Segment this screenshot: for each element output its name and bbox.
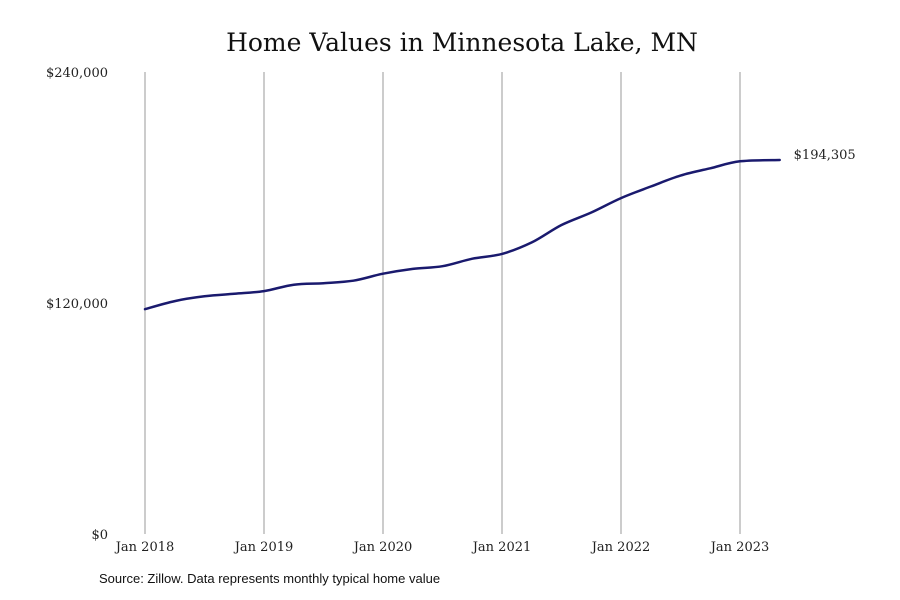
chart-title: Home Values in Minnesota Lake, MN xyxy=(226,28,698,57)
data-point xyxy=(501,253,503,255)
axis-labels: Jan 2018 Jan 2019 Jan 2020 Jan 2021 Jan 2022… xyxy=(46,66,769,555)
data-point xyxy=(173,300,176,302)
data-point xyxy=(144,308,146,311)
data-point xyxy=(739,160,741,163)
y-tick-label: $120,000 xyxy=(46,297,108,312)
data-point xyxy=(471,257,474,260)
end-value-label: $194,305 xyxy=(794,148,856,163)
data-point xyxy=(530,241,533,244)
data-point xyxy=(560,224,563,226)
x-tick-label: Jan 2021 xyxy=(471,540,532,555)
data-point xyxy=(233,292,236,295)
data-point xyxy=(649,185,652,188)
x-tick-label: Jan 2020 xyxy=(352,540,413,555)
data-point xyxy=(352,279,355,282)
series-layer xyxy=(143,158,781,311)
data-point xyxy=(441,265,444,268)
data-point xyxy=(263,290,265,292)
data-point xyxy=(322,282,325,285)
data-point xyxy=(411,268,414,270)
data-point xyxy=(778,159,781,161)
series-line xyxy=(143,158,781,311)
data-point xyxy=(203,295,206,298)
x-tick-label: Jan 2022 xyxy=(590,540,651,555)
y-tick-label: $0 xyxy=(91,528,108,543)
x-tick-label: Jan 2018 xyxy=(114,540,175,555)
x-tick-label: Jan 2019 xyxy=(233,540,294,555)
data-point xyxy=(382,272,384,275)
data-point xyxy=(709,167,712,170)
data-point xyxy=(292,283,295,286)
data-point xyxy=(679,174,682,177)
source-note: Source: Zillow. Data represents monthly … xyxy=(99,571,441,586)
gridlines xyxy=(144,72,741,534)
data-point xyxy=(590,211,593,214)
x-tick-label: Jan 2023 xyxy=(709,540,770,555)
data-point xyxy=(620,197,622,199)
data-labels: $194,305 xyxy=(794,148,856,163)
y-tick-label: $240,000 xyxy=(46,66,108,81)
